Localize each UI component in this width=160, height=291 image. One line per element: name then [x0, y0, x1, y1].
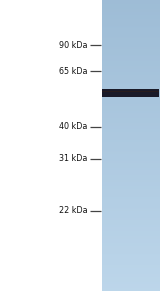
Text: 22 kDa: 22 kDa [59, 207, 87, 215]
Bar [102, 91, 159, 93]
Bar [102, 89, 159, 97]
Text: 65 kDa: 65 kDa [59, 67, 87, 76]
Text: 90 kDa: 90 kDa [59, 41, 87, 49]
Text: 31 kDa: 31 kDa [59, 154, 87, 163]
Text: 40 kDa: 40 kDa [59, 122, 87, 131]
